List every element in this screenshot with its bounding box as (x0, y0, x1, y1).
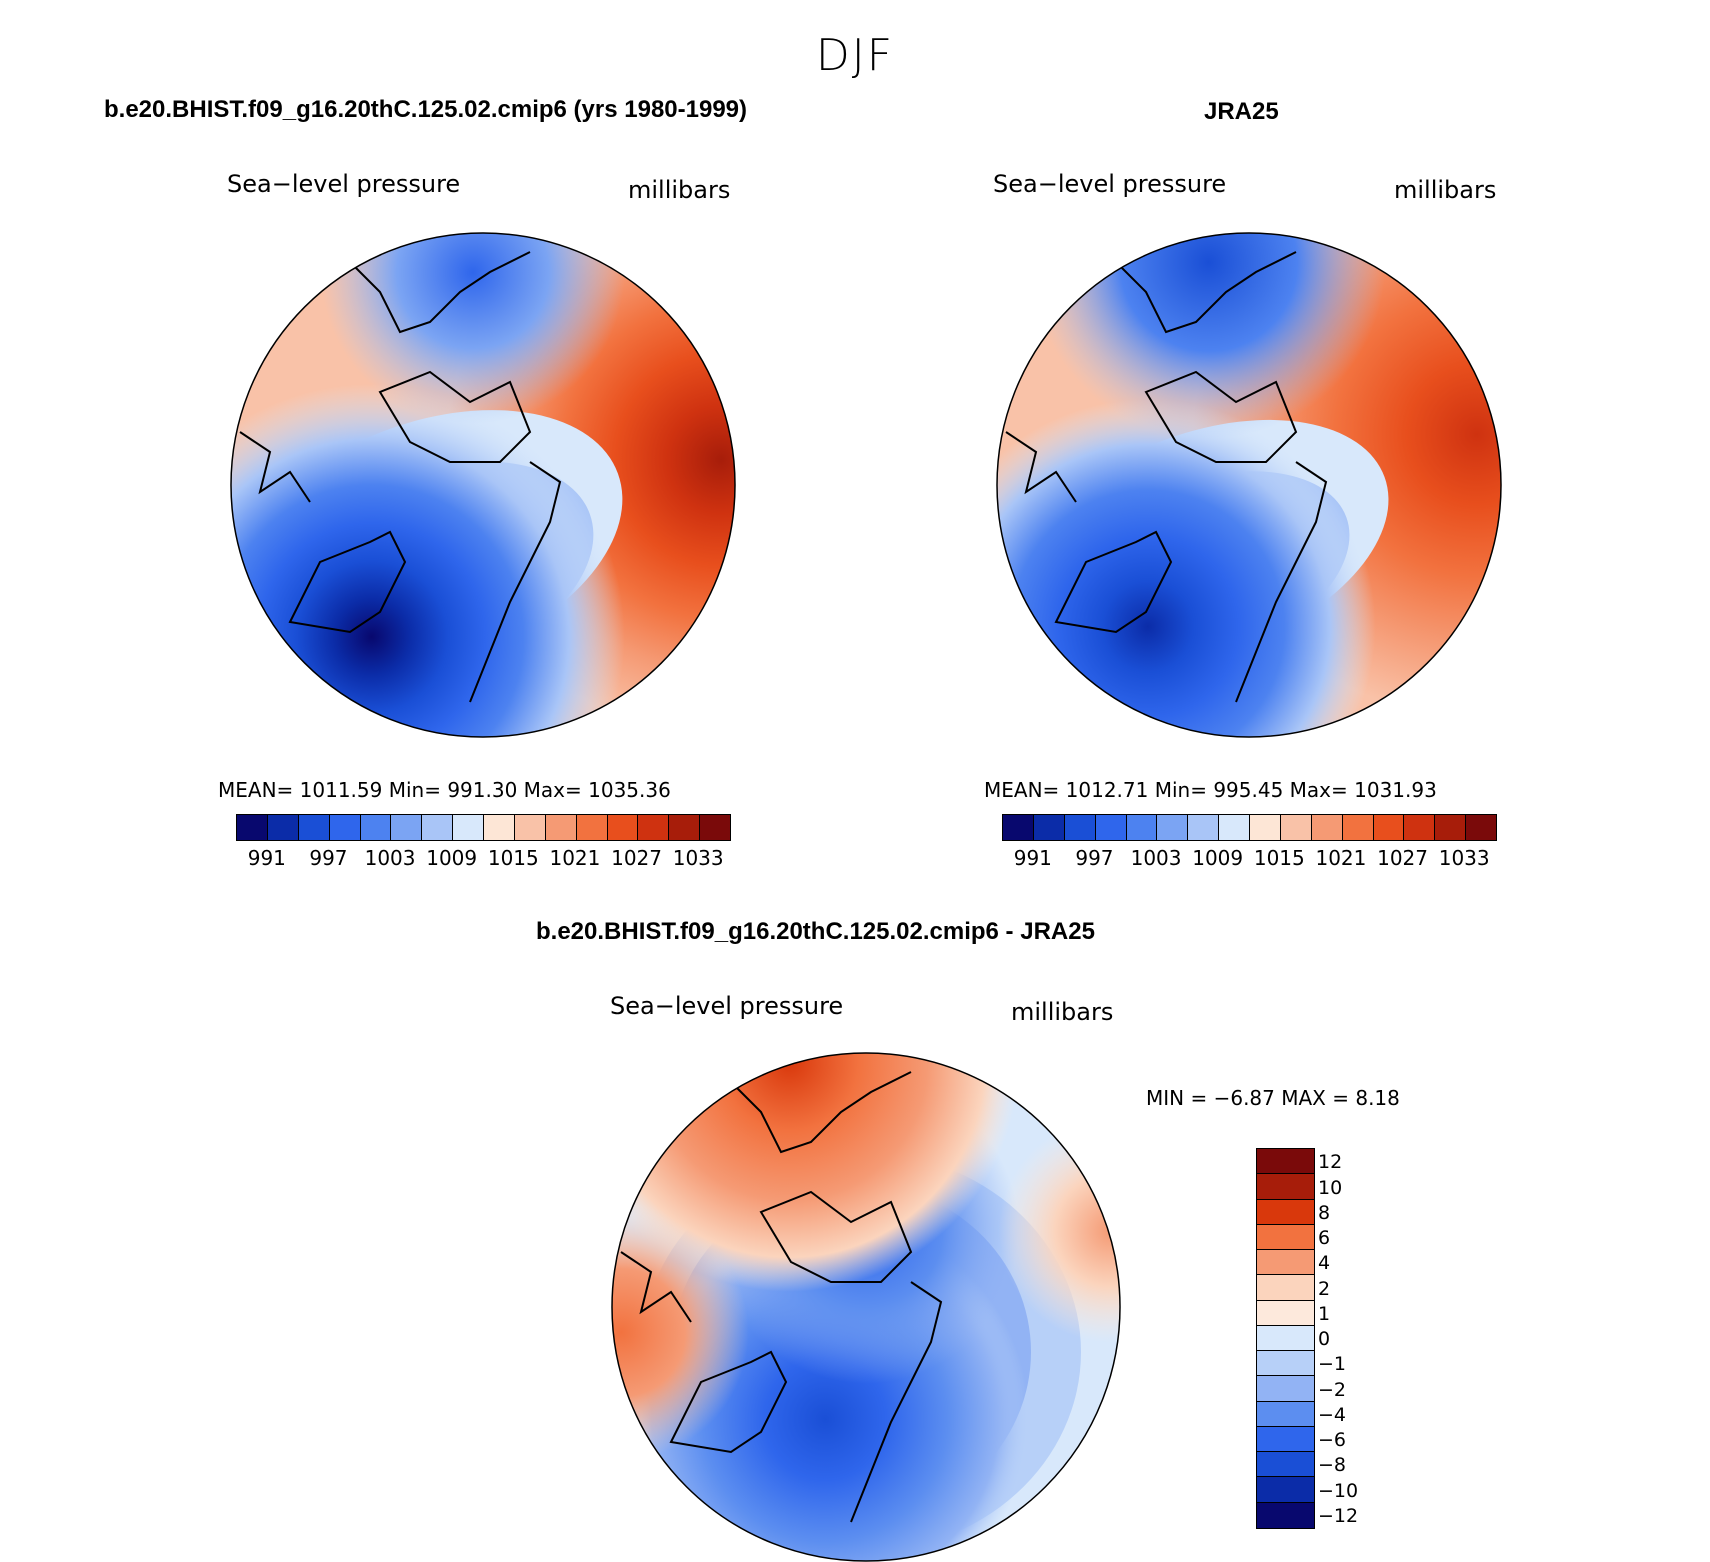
colorbar-tick-label: 1027 (611, 846, 663, 870)
colorbar-tick-label: 1009 (426, 846, 478, 870)
colorbar-swatch (545, 815, 577, 840)
panel3-header: b.e20.BHIST.f09_g16.20thC.125.02.cmip6 -… (536, 918, 1095, 945)
colorbar-swatch (1373, 815, 1405, 840)
colorbar-swatch (638, 815, 670, 840)
colorbar-swatch (1157, 815, 1189, 840)
colorbar-swatch (1033, 815, 1065, 840)
colorbar-swatch (1435, 815, 1467, 840)
colorbar-tick-label: 1009 (1192, 846, 1244, 870)
colorbar-swatch (1219, 815, 1250, 840)
colorbar-tick-label: 10 (1318, 1176, 1343, 1199)
colorbar-tick-label: 1033 (1438, 846, 1490, 870)
panel3-polar-map (611, 1052, 1121, 1562)
colorbar-tick-label: 1 (1318, 1302, 1331, 1325)
panel2-header: JRA25 (1204, 98, 1279, 125)
colorbar-swatch (237, 815, 268, 840)
panel1-stats: MEAN= 1011.59 Min= 991.30 Max= 1035.36 (218, 778, 671, 802)
colorbar-swatch (1257, 1452, 1314, 1478)
colorbar-swatch (607, 815, 639, 840)
colorbar-swatch (1257, 1376, 1314, 1402)
colorbar-swatch (267, 815, 299, 840)
colorbar-swatch (1342, 815, 1374, 840)
colorbar-swatch (1257, 1401, 1314, 1427)
colorbar-swatch (329, 815, 361, 840)
colorbar-swatch (700, 815, 730, 840)
colorbar-tick-label: 1015 (487, 846, 539, 870)
colorbar-swatch (1257, 1300, 1314, 1326)
colorbar-swatch (1126, 815, 1158, 840)
panel2-variable-label: Sea−level pressure (993, 170, 1227, 198)
colorbar-swatch (1257, 1250, 1314, 1276)
colorbar-swatch (1257, 1174, 1314, 1200)
colorbar-tick-label: 1033 (672, 846, 724, 870)
colorbar-swatch (422, 815, 454, 840)
colorbar-swatch (1257, 1426, 1314, 1453)
colorbar-swatch (1257, 1275, 1314, 1301)
colorbar-swatch (669, 815, 701, 840)
colorbar-swatch (514, 815, 546, 840)
colorbar-tick-label: 1027 (1377, 846, 1429, 870)
colorbar-swatch (391, 815, 423, 840)
panel3-colorbar (1256, 1148, 1315, 1529)
colorbar-swatch (1257, 1224, 1314, 1251)
panel2-colorbar (1002, 814, 1497, 841)
colorbar-swatch (1095, 815, 1127, 840)
panel3-stats: MIN = −6.87 MAX = 8.18 (1146, 1086, 1400, 1110)
colorbar-swatch (1257, 1502, 1314, 1528)
panel2-stats: MEAN= 1012.71 Min= 995.45 Max= 1031.93 (984, 778, 1437, 802)
colorbar-tick-label: 1015 (1253, 846, 1305, 870)
panel3-units-label: millibars (1011, 998, 1114, 1026)
colorbar-swatch (1466, 815, 1496, 840)
panel1-polar-map (230, 232, 736, 738)
colorbar-tick-label: −6 (1318, 1429, 1347, 1452)
panel2-units-label: millibars (1394, 176, 1497, 204)
colorbar-tick-label: 6 (1318, 1227, 1331, 1250)
colorbar-swatch (1250, 815, 1281, 840)
colorbar-tick-label: −1 (1318, 1353, 1347, 1376)
colorbar-swatch (1311, 815, 1343, 840)
colorbar-tick-label: 991 (1013, 846, 1052, 870)
colorbar-tick-label: 0 (1318, 1328, 1331, 1351)
season-title: DJF (815, 30, 895, 81)
colorbar-swatch (1257, 1351, 1314, 1377)
colorbar-tick-label: −2 (1318, 1378, 1347, 1401)
panel1-units-label: millibars (628, 176, 731, 204)
colorbar-tick-label: −10 (1318, 1479, 1359, 1502)
colorbar-swatch (1064, 815, 1096, 840)
panel1-header: b.e20.BHIST.f09_g16.20thC.125.02.cmip6 (… (104, 96, 748, 123)
colorbar-tick-label: 1021 (549, 846, 601, 870)
colorbar-swatch (1257, 1477, 1314, 1503)
colorbar-swatch (1280, 815, 1312, 840)
colorbar-tick-label: −8 (1318, 1454, 1347, 1477)
panel2-polar-map (996, 232, 1502, 738)
colorbar-tick-label: −12 (1318, 1505, 1359, 1527)
colorbar-swatch (1257, 1325, 1314, 1352)
colorbar-tick-label: −4 (1318, 1403, 1347, 1426)
panel3-variable-label: Sea−level pressure (610, 992, 844, 1020)
colorbar-swatch (484, 815, 515, 840)
colorbar-tick-label: 997 (309, 846, 348, 870)
colorbar-tick-label: 1003 (364, 846, 416, 870)
colorbar-tick-label: 997 (1075, 846, 1114, 870)
colorbar-swatch (1003, 815, 1034, 840)
colorbar-tick-label: 8 (1318, 1201, 1331, 1224)
colorbar-tick-label: 991 (247, 846, 286, 870)
colorbar-swatch (1404, 815, 1436, 840)
colorbar-swatch (576, 815, 608, 840)
panel1-variable-label: Sea−level pressure (227, 170, 461, 198)
colorbar-swatch (1188, 815, 1220, 840)
colorbar-tick-label: 1021 (1315, 846, 1367, 870)
colorbar-tick-label: 1003 (1130, 846, 1182, 870)
colorbar-swatch (298, 815, 330, 840)
colorbar-swatch (360, 815, 392, 840)
colorbar-swatch (453, 815, 484, 840)
colorbar-tick-label: 12 (1318, 1151, 1343, 1174)
colorbar-tick-label: 2 (1318, 1277, 1331, 1300)
colorbar-swatch (1257, 1199, 1314, 1225)
panel1-colorbar (236, 814, 731, 841)
colorbar-swatch (1257, 1149, 1314, 1175)
colorbar-tick-label: 4 (1318, 1252, 1331, 1275)
